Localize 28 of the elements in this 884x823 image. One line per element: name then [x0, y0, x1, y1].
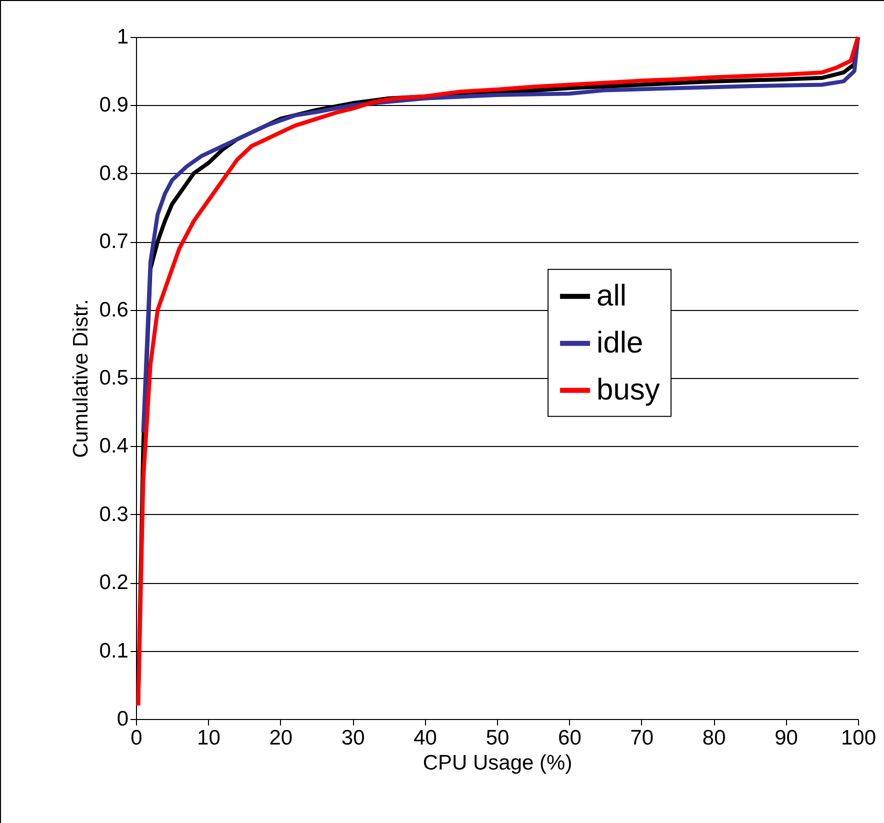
x-tick-label: 80	[702, 726, 726, 750]
y-tick-label: 0.7	[99, 230, 128, 254]
y-tick-label: 0.4	[99, 434, 129, 458]
x-tick-label: 10	[197, 726, 220, 750]
y-tick-label: 0.1	[99, 639, 128, 662]
x-tick-label: 0	[130, 726, 142, 750]
x-tick-label: 50	[486, 726, 510, 750]
y-tick-label: 0.8	[99, 162, 128, 185]
y-tick-label: 0.5	[99, 366, 128, 390]
x-tick-label: 40	[414, 726, 437, 750]
y-tick-label: 0.3	[99, 502, 128, 526]
x-tick-label: 100	[840, 726, 876, 750]
y-tick-label: 0.6	[99, 298, 128, 322]
x-tick-label: 30	[341, 726, 365, 750]
x-tick-label: 20	[269, 726, 293, 750]
legend-label: all	[596, 279, 627, 312]
legend-label: idle	[596, 326, 644, 360]
y-tick-label: 0.9	[99, 94, 128, 117]
y-tick-label: 1	[116, 26, 128, 48]
x-axis-title: CPU Usage (%)	[422, 752, 572, 774]
y-axis-title: Cumulative Distr.	[69, 299, 92, 458]
legend-label: busy	[596, 373, 660, 406]
line-series	[141, 35, 860, 435]
y-tick-label: 0	[116, 708, 128, 730]
x-tick-label: 90	[774, 726, 798, 750]
x-tick-label: 70	[630, 726, 654, 750]
x-tick-label: 60	[558, 726, 582, 750]
y-tick-label: 0.2	[99, 571, 128, 594]
